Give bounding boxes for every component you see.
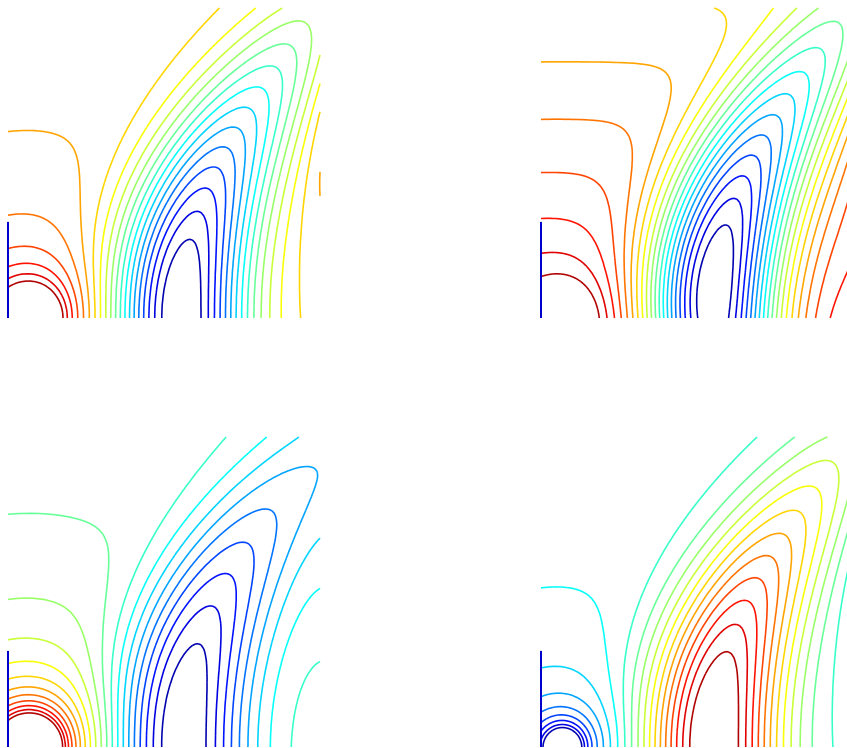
contour-line <box>142 166 227 318</box>
contour-line <box>124 86 270 319</box>
contour-line <box>7 675 86 747</box>
contour-line <box>637 436 847 747</box>
contour-line <box>7 704 70 748</box>
contour-line <box>122 436 321 747</box>
contour-line <box>670 576 768 747</box>
contour-line <box>659 532 793 748</box>
contour-line <box>540 714 593 748</box>
contour-line <box>7 262 74 319</box>
contour-line <box>128 465 319 748</box>
contour-line <box>636 7 847 319</box>
contour-line <box>7 637 97 747</box>
contour-line <box>670 113 784 319</box>
contour-line <box>153 210 210 319</box>
contour-line <box>119 65 284 318</box>
contour-line <box>641 7 847 319</box>
contour-line <box>540 705 598 748</box>
contour-line <box>148 187 218 318</box>
contour-line <box>666 92 796 319</box>
contour-line <box>664 554 780 747</box>
contour-line <box>654 509 807 747</box>
contour-line <box>658 46 826 319</box>
contour-line <box>541 61 847 319</box>
contour-line <box>681 623 749 748</box>
contour-line <box>7 708 67 748</box>
contour-line <box>7 280 64 319</box>
contour-line <box>542 726 583 748</box>
contour-line <box>7 512 110 747</box>
contour-line <box>540 171 847 319</box>
contour-line <box>679 154 762 319</box>
contour-line <box>99 7 321 319</box>
contour-line <box>7 245 79 319</box>
contour-line <box>540 586 619 747</box>
contour-line <box>152 605 222 747</box>
contour-line <box>139 541 255 747</box>
contour-line <box>643 459 840 747</box>
contour-line <box>7 213 85 318</box>
contour-line <box>7 700 73 748</box>
contour-line <box>7 660 92 747</box>
contour-line <box>105 7 321 318</box>
contour-line <box>110 20 313 319</box>
contour-panel <box>7 436 321 748</box>
contour-line <box>662 70 810 319</box>
contour-line <box>648 485 823 747</box>
contour-line <box>133 508 278 747</box>
contour-line <box>161 238 202 318</box>
contour-panel <box>540 436 847 748</box>
contour-line <box>688 650 740 748</box>
contour-line <box>540 118 847 319</box>
contour-line <box>689 197 744 319</box>
contour-line <box>128 106 258 318</box>
contour-line <box>7 129 321 318</box>
contour-line <box>540 217 847 319</box>
contour-line <box>540 251 608 319</box>
contour-line <box>622 436 847 748</box>
contour-line <box>110 436 321 748</box>
contour-line <box>540 723 586 748</box>
contour-line <box>654 20 844 319</box>
contour-panel <box>7 7 321 319</box>
contour-line <box>540 273 601 319</box>
contour-line <box>645 7 847 319</box>
contour-line <box>684 175 753 319</box>
contour-line <box>116 436 321 748</box>
contour-line <box>7 597 103 747</box>
contour-line <box>630 436 847 747</box>
contour-line <box>160 642 208 747</box>
contour-line <box>138 146 236 318</box>
contour-line <box>674 134 772 319</box>
contour-line <box>7 712 64 748</box>
contour-line <box>92 7 321 319</box>
contour-line <box>650 7 847 319</box>
contour-line <box>540 692 605 747</box>
contour-line <box>7 686 82 748</box>
contour-line <box>114 43 298 318</box>
contour-line <box>145 572 237 747</box>
contour-line <box>540 665 612 747</box>
contour-line <box>675 599 758 747</box>
contour-line <box>695 224 735 319</box>
contour-line <box>7 273 69 319</box>
contour-line <box>133 126 247 318</box>
contour-panel <box>540 7 847 319</box>
